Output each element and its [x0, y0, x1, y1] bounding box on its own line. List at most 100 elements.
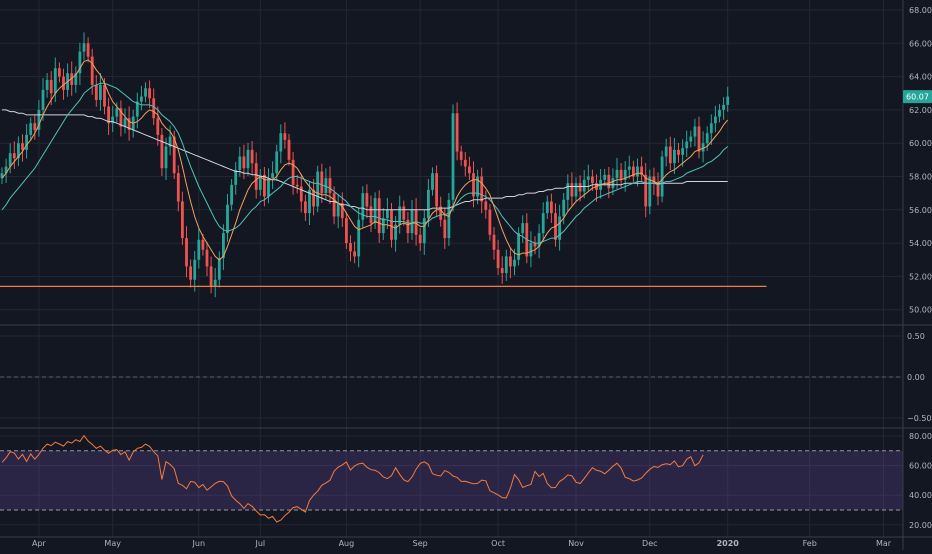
candle[interactable] — [673, 138, 676, 175]
candle[interactable] — [677, 143, 680, 163]
candle[interactable] — [697, 116, 701, 159]
candle[interactable] — [357, 207, 361, 268]
candle[interactable] — [135, 92, 139, 129]
candle[interactable] — [86, 37, 90, 63]
candle[interactable] — [381, 208, 385, 240]
candle[interactable] — [541, 202, 545, 242]
candle[interactable] — [640, 156, 643, 182]
candle[interactable] — [304, 194, 307, 221]
candle[interactable] — [25, 124, 28, 159]
candle[interactable] — [504, 249, 508, 281]
candle[interactable] — [480, 167, 484, 214]
candle[interactable] — [185, 226, 188, 278]
candle[interactable] — [533, 236, 537, 255]
candle[interactable] — [53, 57, 57, 103]
candle[interactable] — [545, 195, 549, 219]
candle[interactable] — [562, 192, 566, 225]
candle[interactable] — [140, 85, 143, 111]
candle[interactable] — [267, 168, 270, 204]
candle[interactable] — [115, 102, 119, 123]
candle[interactable] — [349, 235, 352, 262]
candle[interactable] — [488, 203, 492, 241]
candle[interactable] — [316, 165, 320, 213]
candle[interactable] — [660, 150, 664, 203]
candle[interactable] — [701, 131, 705, 163]
candle[interactable] — [275, 144, 279, 181]
candle[interactable] — [209, 256, 213, 294]
candle[interactable] — [345, 212, 348, 249]
candle[interactable] — [176, 165, 180, 212]
candle[interactable] — [422, 209, 426, 255]
candle[interactable] — [459, 145, 463, 166]
candle[interactable] — [29, 117, 33, 141]
candle[interactable] — [476, 169, 479, 205]
candle[interactable] — [37, 100, 41, 137]
candle[interactable] — [111, 105, 115, 133]
candle[interactable] — [197, 228, 201, 269]
candle[interactable] — [365, 184, 369, 219]
candle[interactable] — [451, 104, 455, 212]
candle[interactable] — [632, 160, 635, 183]
candle[interactable] — [94, 75, 98, 107]
candle[interactable] — [455, 102, 459, 161]
candle[interactable] — [615, 158, 619, 189]
candle[interactable] — [558, 204, 561, 251]
candle[interactable] — [33, 115, 37, 140]
rsi-pane[interactable] — [0, 434, 903, 523]
candle[interactable] — [308, 180, 311, 225]
candle[interactable] — [509, 247, 512, 279]
candle[interactable] — [279, 124, 283, 164]
candle[interactable] — [82, 32, 86, 61]
candle[interactable] — [107, 97, 110, 136]
candle[interactable] — [377, 190, 381, 243]
candle[interactable] — [312, 178, 315, 216]
candle[interactable] — [217, 251, 221, 288]
candle[interactable] — [550, 193, 553, 223]
candle[interactable] — [78, 42, 82, 86]
candle[interactable] — [74, 66, 78, 93]
candle[interactable] — [287, 134, 291, 166]
candle[interactable] — [213, 267, 217, 298]
candle[interactable] — [332, 186, 336, 225]
candle[interactable] — [258, 169, 262, 196]
candle[interactable] — [58, 62, 61, 83]
candle[interactable] — [283, 122, 287, 149]
candle[interactable] — [45, 73, 49, 98]
candle[interactable] — [361, 186, 365, 228]
candle[interactable] — [484, 190, 488, 219]
candle[interactable] — [234, 162, 238, 195]
candle[interactable] — [693, 118, 697, 147]
candle[interactable] — [144, 82, 147, 103]
candle[interactable] — [373, 192, 377, 229]
candle[interactable] — [336, 194, 340, 229]
candle[interactable] — [722, 97, 725, 120]
candle[interactable] — [148, 80, 151, 109]
candle[interactable] — [492, 226, 496, 260]
candle[interactable] — [537, 224, 541, 259]
candle[interactable] — [123, 108, 127, 134]
candle[interactable] — [181, 191, 184, 245]
candle[interactable] — [193, 250, 197, 292]
candle[interactable] — [369, 195, 373, 232]
candle[interactable] — [529, 231, 533, 268]
candle[interactable] — [447, 192, 451, 246]
candle[interactable] — [574, 177, 578, 203]
candle[interactable] — [160, 128, 164, 177]
candle[interactable] — [681, 139, 684, 167]
candle[interactable] — [156, 106, 160, 146]
candle[interactable] — [714, 105, 717, 133]
candle[interactable] — [726, 86, 730, 112]
candle[interactable] — [468, 156, 471, 180]
candle[interactable] — [390, 202, 393, 248]
candle[interactable] — [164, 137, 168, 180]
candle[interactable] — [591, 169, 594, 191]
candle[interactable] — [566, 174, 570, 212]
candle[interactable] — [685, 130, 689, 158]
candle[interactable] — [99, 73, 102, 111]
candle[interactable] — [4, 158, 8, 183]
candle[interactable] — [299, 174, 303, 213]
candle[interactable] — [439, 196, 443, 227]
candle[interactable] — [648, 169, 652, 215]
